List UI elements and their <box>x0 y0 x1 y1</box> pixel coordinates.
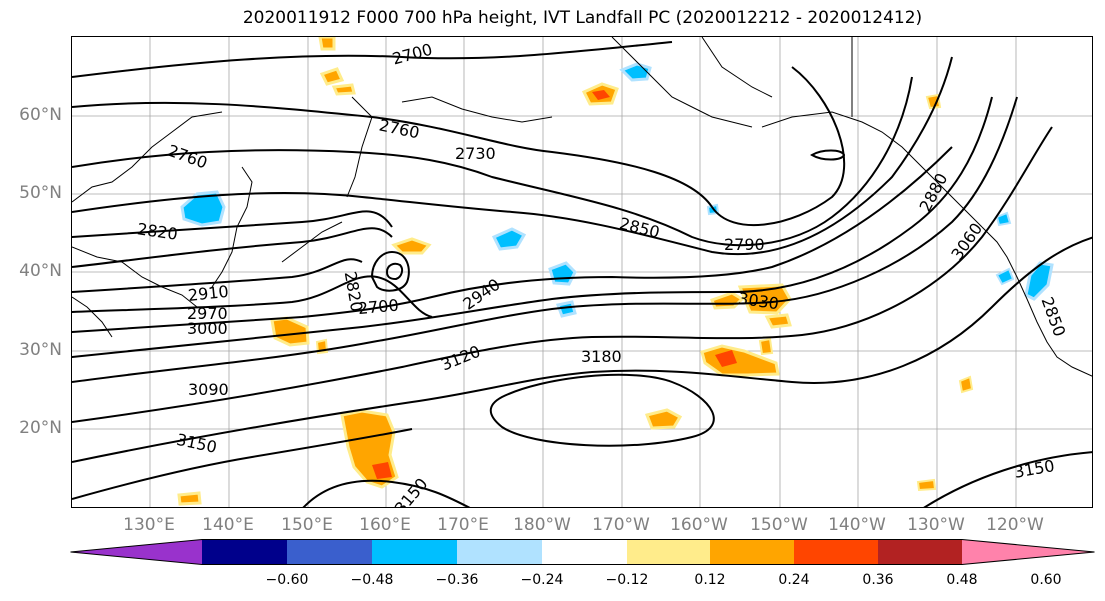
contour-label: 2790 <box>724 235 765 254</box>
map-panel: 2700 2760 2730 2760 2820 2910 2970 3000 … <box>71 36 1093 508</box>
contour-label: 3090 <box>188 380 229 399</box>
lon-label: 170°E <box>437 515 489 535</box>
colorbar-cell <box>794 539 878 565</box>
lon-label: 130°W <box>907 515 965 535</box>
lat-label-40n: 40°N <box>19 261 62 281</box>
colorbar-tick-label: 0.60 <box>1030 572 1062 588</box>
lon-label: 140°E <box>202 515 254 535</box>
colorbar-cell <box>287 539 372 565</box>
contour-label: 2760 <box>165 141 210 173</box>
colorbar-tick-label: −0.60 <box>265 572 309 588</box>
colorbar-tick-label: 0.48 <box>946 572 978 588</box>
colorbar-cell <box>202 539 287 565</box>
colorbar-tick-label: −0.36 <box>435 572 479 588</box>
colorbar-cell <box>372 539 457 565</box>
contour-label: 2700 <box>357 296 399 318</box>
colorbar-tick-label: 0.12 <box>694 572 726 588</box>
contour-label: 2700 <box>390 40 434 69</box>
contour-labels: 2700 2760 2730 2760 2820 2910 2970 3000 … <box>136 40 1069 508</box>
lon-label: 130°E <box>123 515 175 535</box>
colorbar <box>70 539 1095 565</box>
colorbar-tick-label: 0.36 <box>862 572 894 588</box>
contour-label: 3180 <box>581 347 622 366</box>
colorbar-extend-low <box>70 539 202 565</box>
colorbar-cell <box>457 539 542 565</box>
contour-label: 3000 <box>187 319 228 338</box>
colorbar-extend-high <box>962 539 1095 565</box>
lon-label: 150°W <box>750 515 808 535</box>
map-title: 2020011912 F000 700 hPa height, IVT Land… <box>242 8 923 28</box>
colorbar-tick-label: 0.24 <box>778 572 810 588</box>
contour-label: 2850 <box>618 214 662 242</box>
graticule <box>72 37 1092 507</box>
contour-label: 2820 <box>136 219 179 243</box>
lat-label-60n: 60°N <box>19 105 62 125</box>
colorbar-cell <box>710 539 794 565</box>
lon-label: 160°W <box>670 515 728 535</box>
lon-label: 120°W <box>986 515 1044 535</box>
lon-label: 180°W <box>513 515 571 535</box>
contour-label: 2760 <box>377 115 421 142</box>
colorbar-cell <box>542 539 627 565</box>
colorbar-tick-label: −0.48 <box>350 572 394 588</box>
colorbar-cell <box>878 539 962 565</box>
ivt-shading <box>177 37 1054 506</box>
lon-label: 140°W <box>828 515 886 535</box>
lat-label-50n: 50°N <box>19 183 62 203</box>
colorbar-cell <box>627 539 710 565</box>
lat-label-20n: 20°N <box>19 418 62 438</box>
lon-label: 170°W <box>592 515 650 535</box>
lon-label: 150°E <box>281 515 333 535</box>
contour-label: 3120 <box>438 342 483 375</box>
contour-label: 2910 <box>187 282 229 305</box>
colorbar-tick-label: −0.24 <box>520 572 564 588</box>
colorbar-tick-label: −0.12 <box>605 572 649 588</box>
contour-label: 2970 <box>187 304 228 323</box>
contour-label: 3150 <box>391 474 432 508</box>
contour-label: 2730 <box>455 144 496 163</box>
contour-label: 3150 <box>1013 456 1056 482</box>
lat-label-30n: 30°N <box>19 340 62 360</box>
height-contours <box>72 41 1092 507</box>
map-canvas: 2700 2760 2730 2760 2820 2910 2970 3000 … <box>72 37 1092 508</box>
lon-label: 160°E <box>359 515 411 535</box>
